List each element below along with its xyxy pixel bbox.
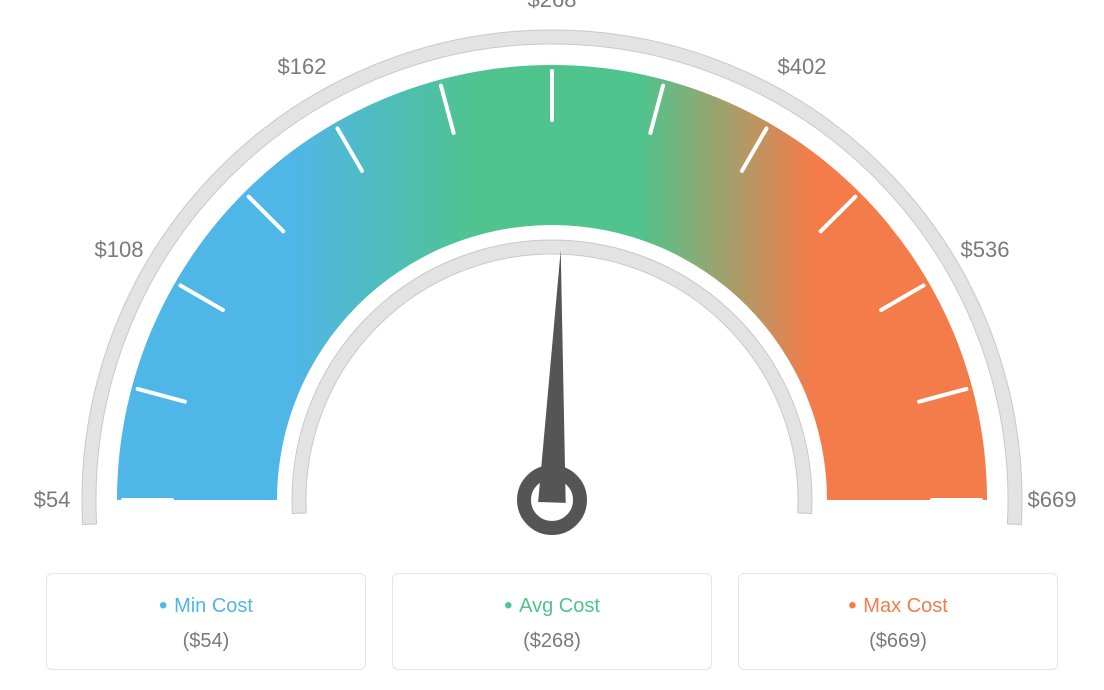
gauge-tick-label: $268 <box>528 0 577 13</box>
gauge-area: $54 $108 $162 $268 $402 $536 $669 <box>0 0 1104 570</box>
legend-avg-value: ($268) <box>393 630 711 653</box>
gauge-tick-label: $536 <box>961 237 1010 263</box>
legend-min-value: ($54) <box>47 630 365 653</box>
gauge-tick-label: $108 <box>95 237 144 263</box>
legend-card-max: Max Cost ($669) <box>738 573 1058 670</box>
cost-gauge-chart: $54 $108 $162 $268 $402 $536 $669 Min Cost ($5… <box>0 0 1104 690</box>
gauge-tick-label: $669 <box>1028 487 1077 513</box>
legend-max-value: ($669) <box>739 630 1057 653</box>
gauge-svg <box>0 0 1104 570</box>
legend-min-title: Min Cost <box>47 592 365 620</box>
gauge-tick-label: $54 <box>34 487 71 513</box>
gauge-tick-label: $162 <box>278 54 327 80</box>
gauge-tick-label: $402 <box>778 54 827 80</box>
legend-card-avg: Avg Cost ($268) <box>392 573 712 670</box>
legend-max-title: Max Cost <box>739 592 1057 620</box>
gauge-needle <box>538 250 566 503</box>
legend-row: Min Cost ($54) Avg Cost ($268) Max Cost … <box>0 573 1104 670</box>
legend-card-min: Min Cost ($54) <box>46 573 366 670</box>
legend-avg-title: Avg Cost <box>393 592 711 620</box>
